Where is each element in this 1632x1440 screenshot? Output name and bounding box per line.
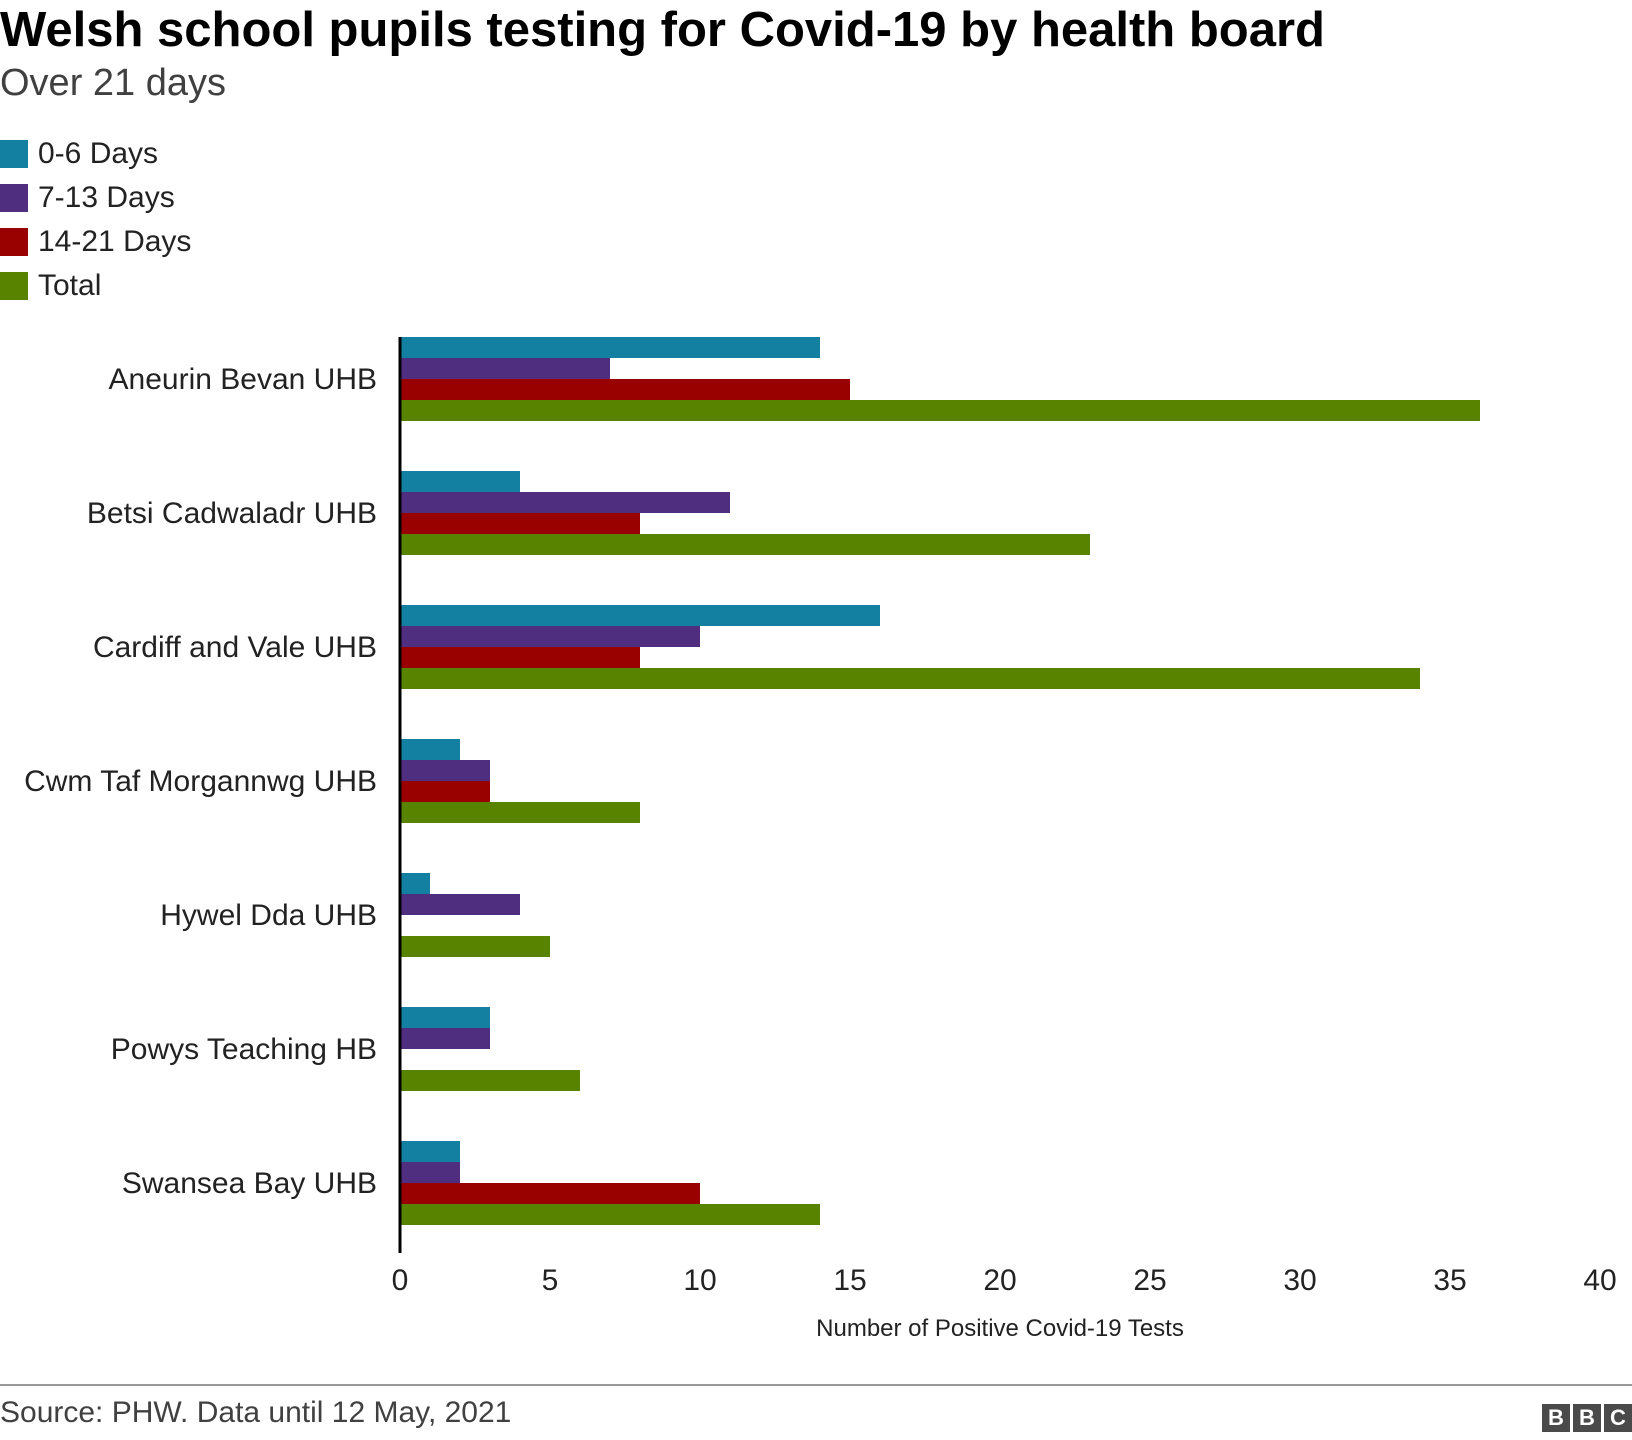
legend-swatch	[0, 140, 28, 168]
bar-total-hywel-dda-uhb	[400, 936, 550, 957]
bar-total-powys-teaching-hb	[400, 1070, 580, 1091]
x-tick-label: 15	[833, 1264, 866, 1297]
bar-7-13-days-powys-teaching-hb	[400, 1028, 490, 1049]
category-label: Aneurin Bevan UHB	[109, 363, 377, 396]
chart-subtitle: Over 21 days	[0, 62, 226, 104]
bar-7-13-days-aneurin-bevan-uhb	[400, 358, 610, 379]
x-tick-label: 30	[1283, 1264, 1316, 1297]
x-tick-label: 35	[1433, 1264, 1466, 1297]
legend-item-total: Total	[0, 264, 191, 308]
legend-swatch	[0, 228, 28, 256]
bar-7-13-days-hywel-dda-uhb	[400, 894, 520, 915]
bbc-logo: B B C	[1542, 1404, 1632, 1432]
bar-7-13-days-cwm-taf-morgannwg-uhb	[400, 760, 490, 781]
category-label: Cwm Taf Morgannwg UHB	[24, 765, 377, 798]
footer-divider	[0, 1384, 1632, 1386]
legend-label: 14-21 Days	[38, 225, 192, 258]
bbc-logo-block: C	[1604, 1404, 1632, 1432]
legend-label: 7-13 Days	[38, 181, 175, 214]
legend-item-7-13-days: 7-13 Days	[0, 176, 191, 220]
x-tick-label: 0	[392, 1264, 409, 1297]
category-label: Betsi Cadwaladr UHB	[87, 497, 377, 530]
bbc-logo-block: B	[1573, 1404, 1601, 1432]
bar-total-cwm-taf-morgannwg-uhb	[400, 802, 640, 823]
bar-0-6-days-betsi-cadwaladr-uhb	[400, 471, 520, 492]
bar-total-cardiff-and-vale-uhb	[400, 668, 1420, 689]
bar-total-swansea-bay-uhb	[400, 1204, 820, 1225]
source-note: Source: PHW. Data until 12 May, 2021	[0, 1396, 512, 1429]
bar-0-6-days-powys-teaching-hb	[400, 1007, 490, 1028]
bar-0-6-days-swansea-bay-uhb	[400, 1141, 460, 1162]
x-tick-label: 20	[983, 1264, 1016, 1297]
bar-chart: Aneurin Bevan UHB Betsi Cadwaladr UHB Card…	[24, 337, 1617, 1342]
chart-title: Welsh school pupils testing for Covid-19…	[0, 3, 1325, 57]
category-label: Powys Teaching HB	[111, 1033, 377, 1066]
bar-0-6-days-cwm-taf-morgannwg-uhb	[400, 739, 460, 760]
bar-7-13-days-betsi-cadwaladr-uhb	[400, 492, 730, 513]
x-tick-label: 25	[1133, 1264, 1166, 1297]
bar-total-aneurin-bevan-uhb	[400, 400, 1480, 421]
legend-swatch	[0, 184, 28, 212]
x-tick-label: 5	[542, 1264, 559, 1297]
category-label: Swansea Bay UHB	[122, 1167, 377, 1200]
x-axis-title: Number of Positive Covid-19 Tests	[816, 1315, 1184, 1342]
bar-0-6-days-cardiff-and-vale-uhb	[400, 605, 880, 626]
bar-14-21-days-aneurin-bevan-uhb	[400, 379, 850, 400]
legend-item-0-6-days: 0-6 Days	[0, 132, 191, 176]
bbc-logo-block: B	[1542, 1404, 1570, 1432]
bar-14-21-days-betsi-cadwaladr-uhb	[400, 513, 640, 534]
bar-14-21-days-cwm-taf-morgannwg-uhb	[400, 781, 490, 802]
bar-14-21-days-swansea-bay-uhb	[400, 1183, 700, 1204]
bar-14-21-days-cardiff-and-vale-uhb	[400, 647, 640, 668]
legend-label: Total	[38, 269, 102, 302]
x-tick-label: 10	[683, 1264, 716, 1297]
x-tick-label: 40	[1583, 1264, 1616, 1297]
legend-label: 0-6 Days	[38, 137, 159, 170]
bar-7-13-days-swansea-bay-uhb	[400, 1162, 460, 1183]
bar-7-13-days-cardiff-and-vale-uhb	[400, 626, 700, 647]
bar-total-betsi-cadwaladr-uhb	[400, 534, 1090, 555]
category-label: Cardiff and Vale UHB	[93, 631, 377, 664]
bar-0-6-days-aneurin-bevan-uhb	[400, 337, 820, 358]
bar-0-6-days-hywel-dda-uhb	[400, 873, 430, 894]
category-label: Hywel Dda UHB	[160, 899, 377, 932]
legend-swatch	[0, 272, 28, 300]
legend-item-14-21-days: 14-21 Days	[0, 220, 191, 264]
legend: 0-6 Days 7-13 Days 14-21 Days Total	[0, 132, 191, 308]
